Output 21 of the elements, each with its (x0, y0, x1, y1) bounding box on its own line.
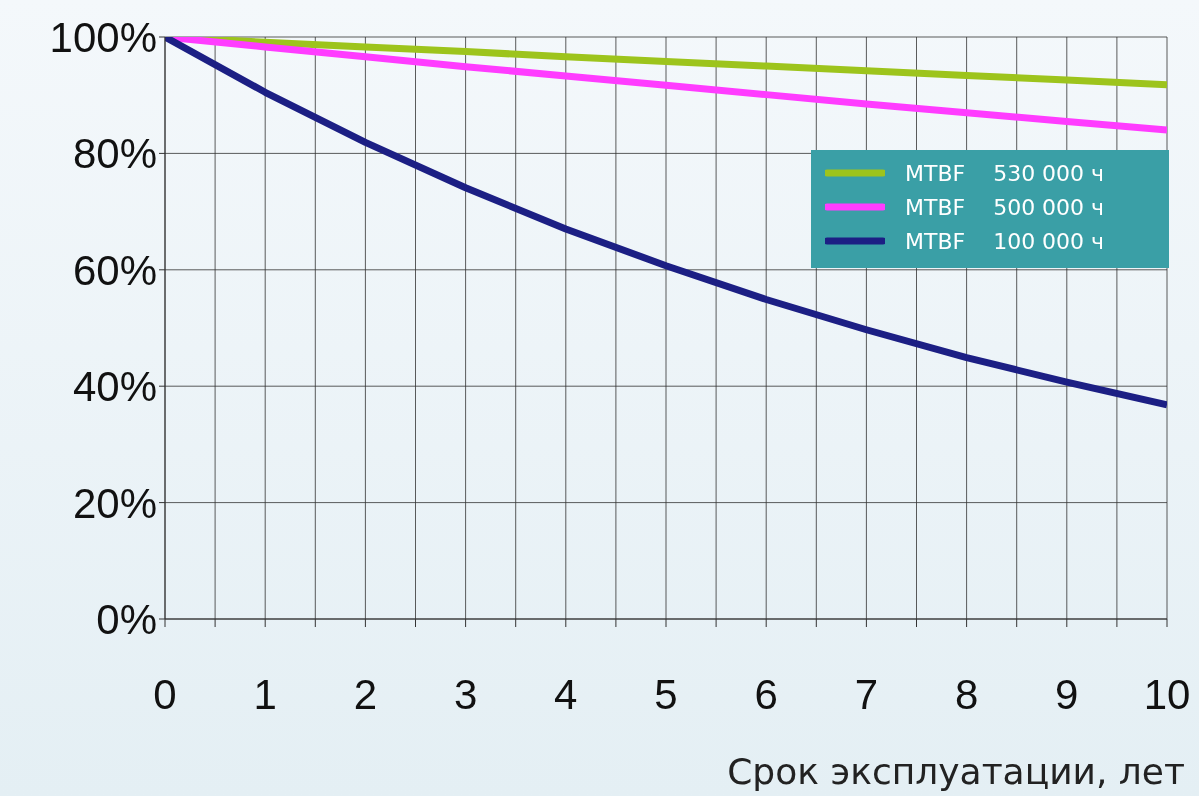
x-tick-label: 1 (253, 670, 277, 718)
x-tick-label: 4 (554, 670, 578, 718)
x-tick-label: 2 (353, 670, 378, 718)
x-tick-label: 10 (1143, 670, 1191, 718)
x-tick-label: 8 (954, 670, 979, 718)
x-tick-label: 6 (754, 670, 778, 718)
y-tick-label: 0% (96, 595, 157, 643)
x-axis-title: Срок эксплуатации, лет (727, 751, 1185, 792)
x-tick-label: 5 (654, 670, 678, 718)
x-tick-label: 3 (453, 670, 478, 718)
x-tick-label: 9 (1055, 670, 1079, 718)
y-tick-label: 60% (72, 246, 157, 294)
y-tick-label: 20% (72, 479, 157, 527)
y-tick-label: 100% (49, 13, 157, 61)
legend-label: MTBF 100 000 ч (905, 228, 1105, 254)
y-tick-label: 80% (72, 130, 157, 178)
legend-label: MTBF 530 000 ч (905, 160, 1105, 186)
x-tick-label: 7 (854, 670, 879, 718)
x-tick-label: 0 (153, 670, 177, 718)
y-tick-label: 40% (72, 363, 157, 411)
legend-label: MTBF 500 000 ч (905, 194, 1105, 220)
